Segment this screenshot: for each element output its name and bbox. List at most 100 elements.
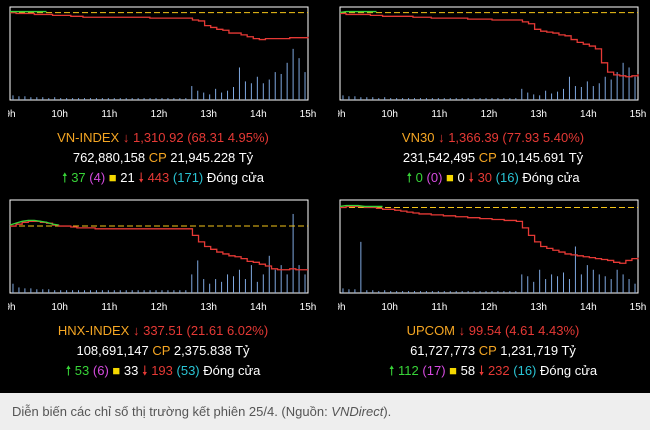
down-count: 30	[477, 170, 493, 185]
status-label: Đóng cửa	[522, 170, 580, 185]
floor-count: (16)	[495, 170, 519, 185]
unit-label: Tỷ	[235, 343, 250, 358]
down-arrow-icon: 🠗	[138, 170, 144, 185]
trade-amount: 10,145.691	[500, 150, 566, 165]
time-label: 14h	[250, 109, 267, 120]
time-label: 15h	[630, 109, 647, 120]
floor-count: (171)	[172, 170, 204, 185]
ceil-count: (6)	[92, 363, 109, 378]
chart-upcom: 9h 10h 11h 12h 13h 14h 15h	[338, 198, 648, 318]
floor-count: (16)	[513, 363, 537, 378]
time-label: 13h	[530, 302, 547, 313]
trade-amount: 21,945.228	[170, 150, 236, 165]
plot-frame	[9, 199, 309, 294]
time-label: 15h	[300, 109, 317, 120]
unit-label: Tỷ	[238, 150, 254, 165]
index-value: 1,366.39	[448, 130, 499, 145]
time-label: 13h	[200, 302, 217, 313]
panel-hnxindex: 9h 10h 11h 12h 13h 14h 15h HNX-INDEX ↓ 337.51 …	[8, 198, 318, 388]
index-change: (4.61 4.43%)	[504, 323, 580, 338]
time-label: 15h	[300, 302, 317, 313]
status-label: Đóng cửa	[203, 363, 261, 378]
index-info: HNX-INDEX ↓ 337.51 (21.61 6.02%) 108,691…	[8, 321, 318, 381]
down-count: 443	[147, 170, 170, 185]
chart-svg: 9h 10h 11h 12h 13h 14h 15h	[8, 199, 317, 313]
down-count: 232	[487, 363, 510, 378]
trade-volume: 61,727,773	[410, 343, 476, 358]
chart-svg: 9h 10h 11h 12h 13h 14h 15h	[338, 6, 647, 120]
floor-count: (53)	[176, 363, 200, 378]
time-label: 10h	[381, 302, 398, 313]
ref-square-icon: ■	[108, 170, 117, 185]
caption: Diễn biến các chỉ số thị trường kết phiê…	[0, 393, 650, 430]
up-count: 112	[398, 363, 419, 378]
time-label: 12h	[481, 302, 498, 313]
time-label: 9h	[8, 302, 16, 313]
index-change: (77.93 5.40%)	[502, 130, 585, 145]
time-label: 11h	[431, 109, 447, 120]
time-label: 12h	[151, 109, 168, 120]
chart-vn30: 9h 10h 11h 12h 13h 14h 15h	[338, 5, 648, 125]
ceil-count: (17)	[422, 363, 446, 378]
status-label: Đóng cửa	[206, 170, 265, 185]
index-value: 99.54	[468, 323, 502, 338]
index-value: 337.51	[143, 323, 183, 338]
caption-source: VNDirect	[331, 404, 384, 419]
time-label: 9h	[338, 109, 346, 120]
time-label: 13h	[200, 109, 217, 120]
index-info: UPCOM ↓ 99.54 (4.61 4.43%) 61,727,773 CP…	[338, 321, 648, 381]
price-line-up	[339, 10, 377, 14]
index-change: (21.61 6.02%)	[186, 323, 269, 338]
panel-vn30: 9h 10h 11h 12h 13h 14h 15h VN30 ↓ 1,366.39 (77…	[338, 5, 648, 195]
ref-count: 58	[460, 363, 476, 378]
index-name: HNX-INDEX	[57, 323, 130, 338]
down-arrow-icon: ↓	[438, 130, 445, 145]
down-count: 193	[151, 363, 173, 378]
price-line	[340, 205, 639, 264]
index-name: VN-INDEX	[57, 130, 120, 145]
down-arrow-icon: ↓	[122, 130, 130, 145]
time-label: 12h	[151, 302, 168, 313]
time-label: 14h	[580, 302, 597, 313]
time-label: 13h	[530, 109, 547, 120]
ref-count: 0	[457, 170, 465, 185]
trade-amount: 2,375.838	[173, 343, 232, 358]
ref-square-icon: ■	[446, 170, 454, 185]
plot-frame	[9, 6, 309, 101]
caption-tail: ).	[383, 404, 392, 419]
up-arrow-icon: 🠕	[406, 170, 413, 185]
caption-text: Diễn biến các chỉ số thị trường kết phiê…	[12, 404, 332, 419]
unit-label: Tỷ	[568, 150, 584, 165]
ref-count: 33	[123, 363, 139, 378]
time-label: 14h	[250, 302, 267, 313]
unit-label: Tỷ	[561, 343, 576, 358]
cp-label: CP	[152, 343, 171, 358]
ceil-count: (4)	[89, 170, 106, 185]
up-arrow-icon: 🠕	[388, 363, 395, 378]
chart-svg: 9h 10h 11h 12h 13h 14h 15h	[338, 199, 646, 313]
down-arrow-icon: 🠗	[478, 363, 485, 378]
plot-frame	[339, 6, 639, 101]
index-change: (68.31 4.95%)	[187, 130, 269, 145]
chart-svg: 9h 10h 11h 12h 13h 14h 15h	[8, 6, 317, 120]
status-label: Đóng cửa	[540, 363, 598, 378]
index-name: VN30	[401, 130, 435, 145]
cp-label: CP	[478, 343, 497, 358]
time-label: 10h	[381, 109, 398, 120]
chart-hnxindex: 9h 10h 11h 12h 13h 14h 15h	[8, 198, 318, 318]
trade-volume: 231,542,495	[402, 150, 476, 165]
cp-label: CP	[478, 150, 497, 165]
up-count: 37	[71, 170, 86, 185]
time-label: 10h	[51, 109, 68, 120]
time-label: 11h	[431, 302, 447, 313]
cp-label: CP	[148, 150, 167, 165]
down-arrow-icon: ↓	[458, 323, 466, 338]
trade-volume: 108,691,147	[76, 343, 149, 358]
chart-vnindex: 9h 10h 11h 12h 13h 14h 15h	[8, 5, 318, 125]
time-label: 12h	[481, 109, 498, 120]
index-value: 1,310.92	[132, 130, 184, 145]
time-label: 9h	[338, 302, 346, 313]
price-line-up	[9, 219, 59, 226]
down-arrow-icon: 🠗	[468, 170, 474, 185]
trade-volume: 762,880,158	[72, 150, 146, 165]
